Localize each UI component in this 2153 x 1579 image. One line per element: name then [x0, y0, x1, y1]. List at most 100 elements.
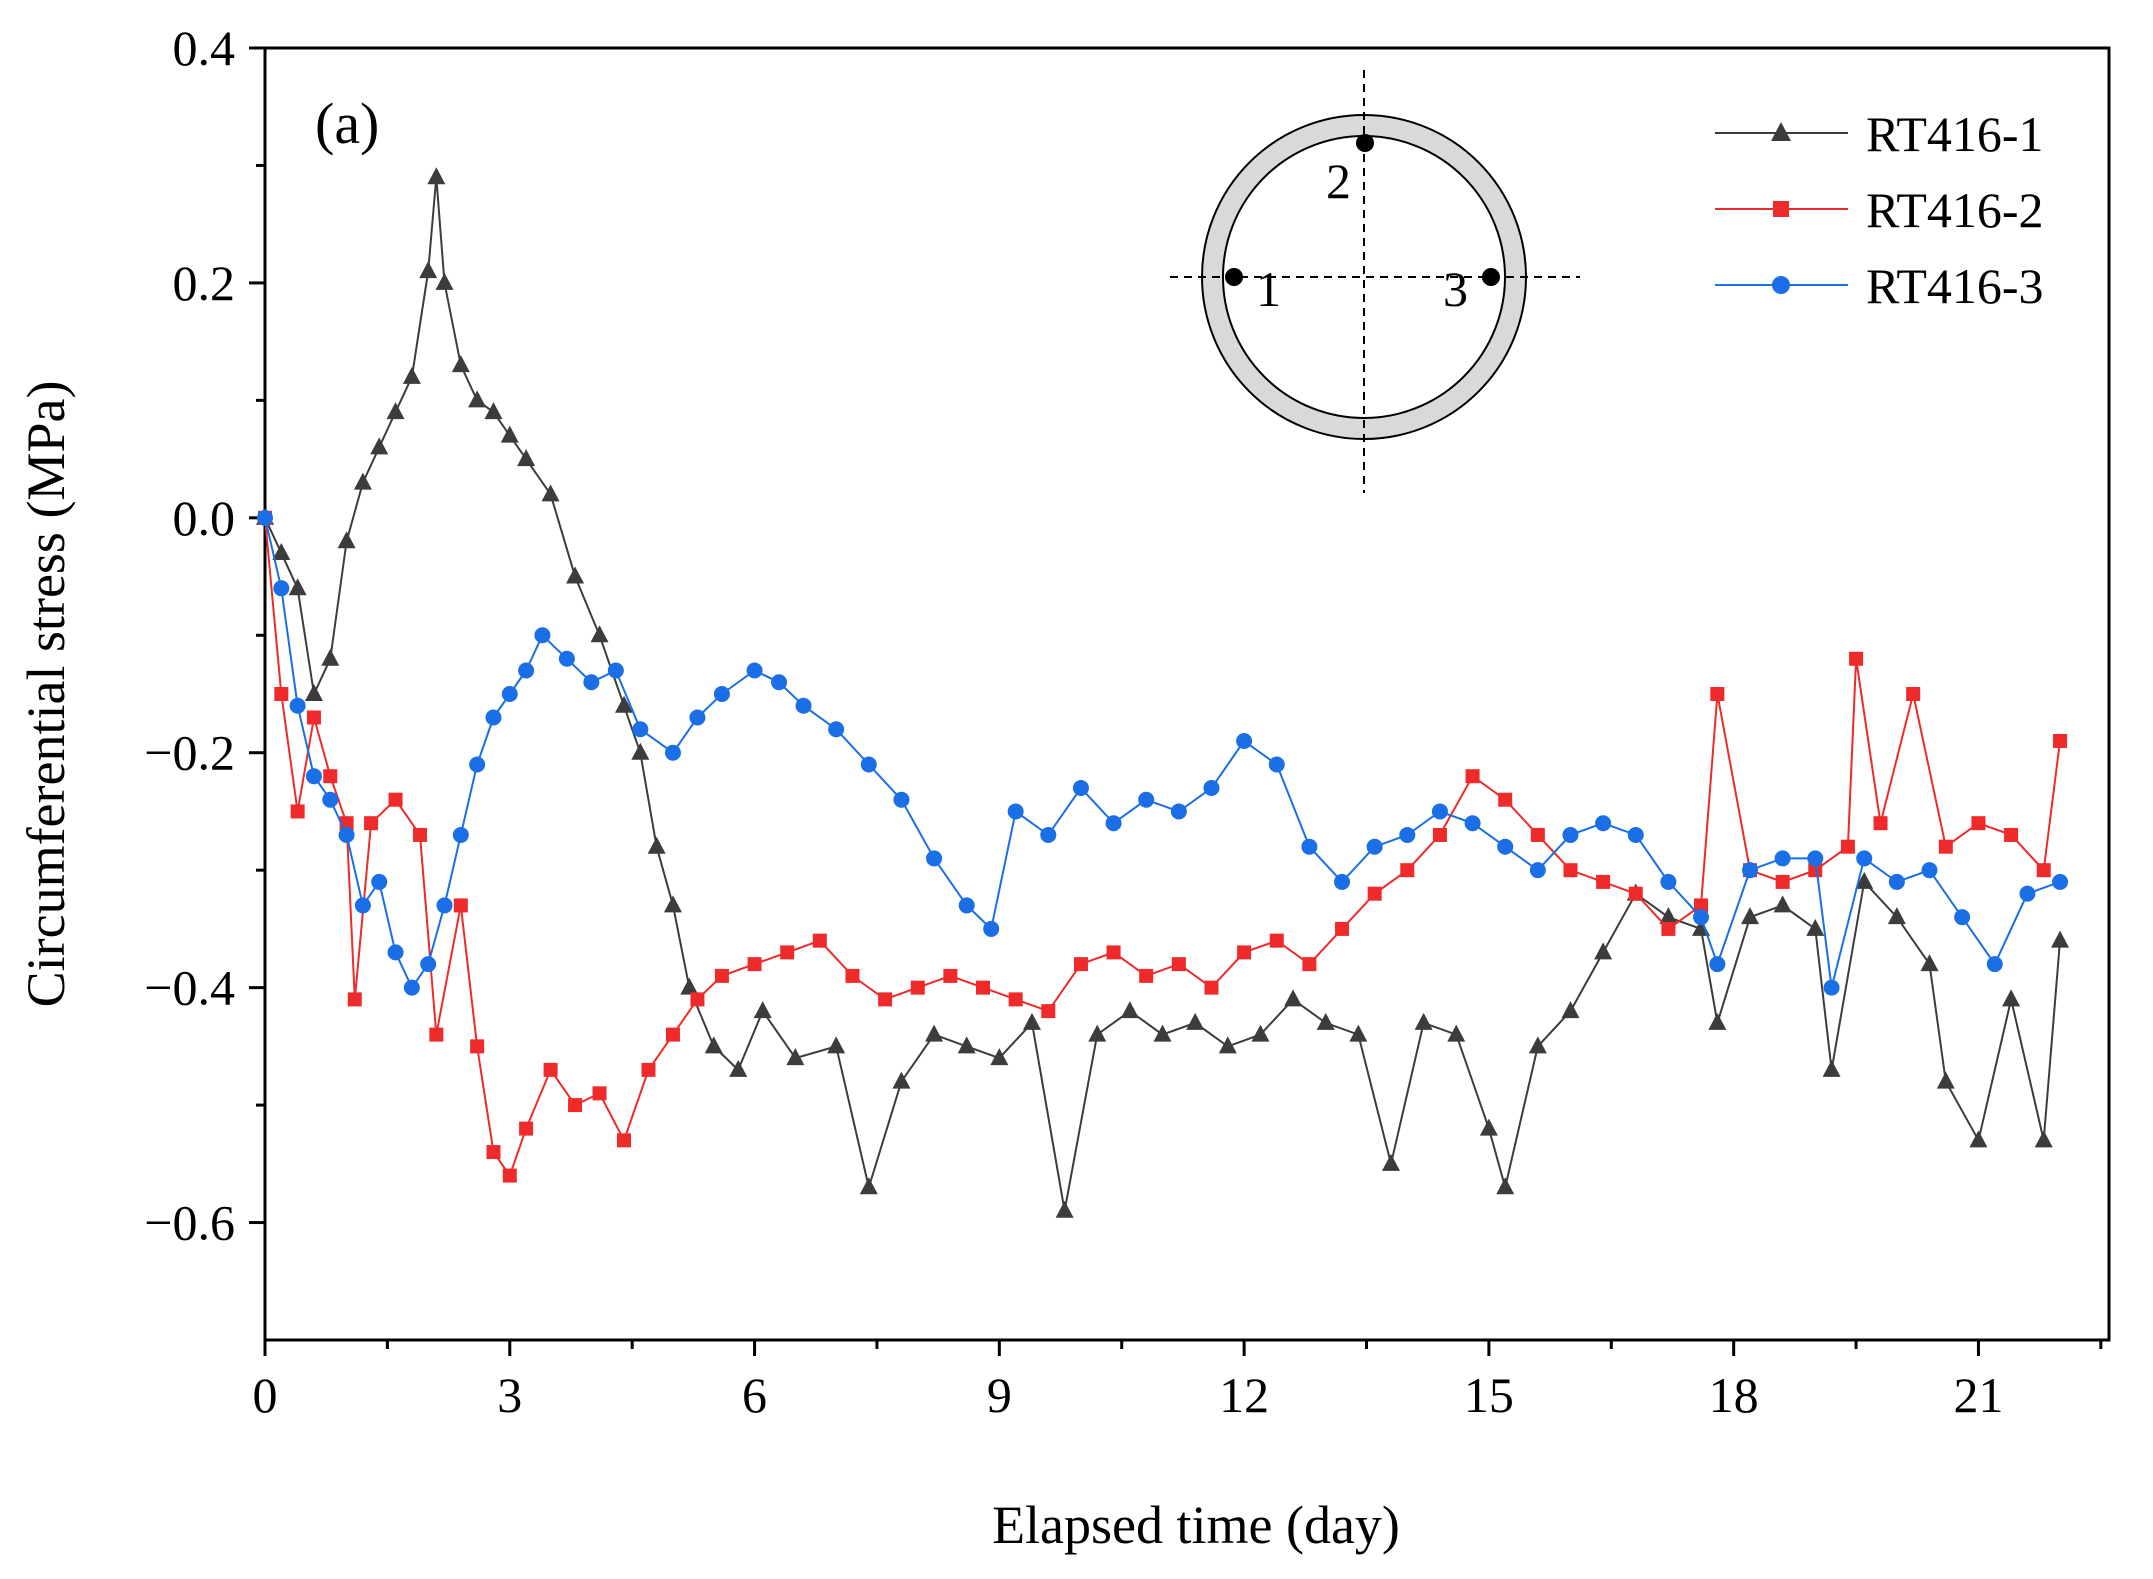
data-point	[1823, 979, 1840, 996]
data-point	[1774, 850, 1791, 867]
data-point	[714, 968, 729, 983]
data-point	[568, 1098, 583, 1113]
data-point	[1954, 909, 1971, 926]
data-point	[429, 1027, 444, 1042]
data-point	[607, 662, 624, 679]
data-point	[452, 826, 469, 843]
data-point	[501, 686, 518, 702]
data-point	[1432, 827, 1447, 842]
data-point	[713, 686, 730, 702]
data-point	[893, 791, 910, 808]
legend-label-rt416-3: RT416-3	[1866, 258, 2044, 314]
data-point	[427, 167, 446, 185]
data-point	[1400, 863, 1415, 878]
series-line	[264, 517, 2061, 1178]
data-point	[746, 662, 763, 679]
data-point	[2051, 930, 2070, 948]
data-point	[1106, 945, 1121, 960]
data-point	[615, 695, 634, 713]
data-point	[878, 992, 893, 1007]
data-point	[1986, 956, 2003, 973]
data-point	[502, 1168, 517, 1183]
data-point	[1888, 873, 1905, 890]
cross-section-inset: 1 2 3	[1170, 70, 1580, 493]
data-point	[1628, 886, 1643, 901]
data-point	[1563, 863, 1578, 878]
data-point	[534, 627, 551, 644]
data-point	[1498, 792, 1513, 807]
gauge-point-1	[1225, 268, 1243, 286]
gauge-label-3: 3	[1443, 261, 1468, 317]
data-point	[1138, 791, 1155, 808]
y-tick-label: −0.6	[144, 1195, 235, 1251]
data-point	[1203, 779, 1220, 796]
data-point	[1334, 873, 1351, 890]
data-point	[583, 674, 600, 691]
data-point	[1497, 838, 1514, 855]
data-point	[1431, 803, 1448, 820]
data-point	[1335, 921, 1350, 936]
data-point	[1822, 1059, 1841, 1077]
data-point	[1595, 815, 1612, 832]
legend-marker-rt416-1	[1771, 122, 1791, 141]
data-point	[304, 684, 323, 701]
data-point	[1022, 1012, 1041, 1030]
data-point	[1562, 826, 1579, 843]
data-point	[786, 1048, 805, 1066]
data-point	[1496, 1177, 1515, 1195]
series-layer	[256, 167, 2070, 1218]
data-point	[470, 1039, 485, 1054]
legend-label-rt416-1: RT416-1	[1866, 106, 2044, 162]
data-point	[1008, 992, 1023, 1007]
y-tick-label: 0.0	[173, 490, 236, 546]
data-point	[1040, 826, 1057, 843]
plot-frame	[263, 46, 2111, 1342]
data-point	[435, 272, 454, 290]
data-point	[419, 261, 438, 279]
data-point	[558, 650, 575, 667]
data-point	[566, 566, 585, 584]
data-point	[1381, 1153, 1400, 1171]
data-point	[1269, 933, 1284, 948]
data-point	[2002, 989, 2021, 1007]
series-rt416-1	[256, 167, 2070, 1218]
data-point	[1921, 862, 1938, 879]
gauge-label-2: 2	[1326, 153, 1351, 209]
data-point	[1561, 1001, 1580, 1019]
data-point	[402, 366, 421, 384]
data-point	[958, 897, 975, 914]
data-point	[1873, 816, 1888, 831]
data-point	[1041, 1004, 1056, 1019]
data-point	[1153, 1024, 1172, 1042]
x-tick-label: 18	[1709, 1367, 1759, 1423]
x-tick-label: 21	[1953, 1367, 2003, 1423]
data-point	[338, 826, 355, 843]
data-point	[1971, 816, 1986, 831]
data-point	[1529, 862, 1546, 879]
data-point	[306, 710, 321, 725]
data-point	[753, 1001, 772, 1019]
data-point	[1284, 989, 1303, 1007]
data-point	[1741, 862, 1758, 879]
data-point	[1464, 815, 1481, 832]
x-tick-label: 6	[742, 1367, 767, 1423]
data-point	[631, 742, 650, 760]
x-axis-title: Elapsed time (day)	[992, 1495, 1400, 1555]
data-point	[403, 979, 420, 996]
data-point	[828, 721, 845, 738]
data-point	[910, 980, 925, 995]
data-point	[517, 449, 536, 467]
data-point	[1710, 687, 1725, 701]
data-point	[486, 1145, 501, 1160]
data-point	[747, 957, 762, 972]
y-tick-label: −0.2	[144, 725, 235, 781]
gauge-point-2	[1356, 134, 1374, 152]
data-point	[290, 804, 305, 819]
legend-marker-rt416-3	[1772, 276, 1790, 294]
data-point	[1773, 895, 1792, 913]
data-point	[943, 968, 958, 983]
data-point	[323, 769, 338, 784]
data-point	[647, 836, 666, 854]
data-point	[1073, 957, 1088, 972]
data-point	[1849, 651, 1864, 666]
